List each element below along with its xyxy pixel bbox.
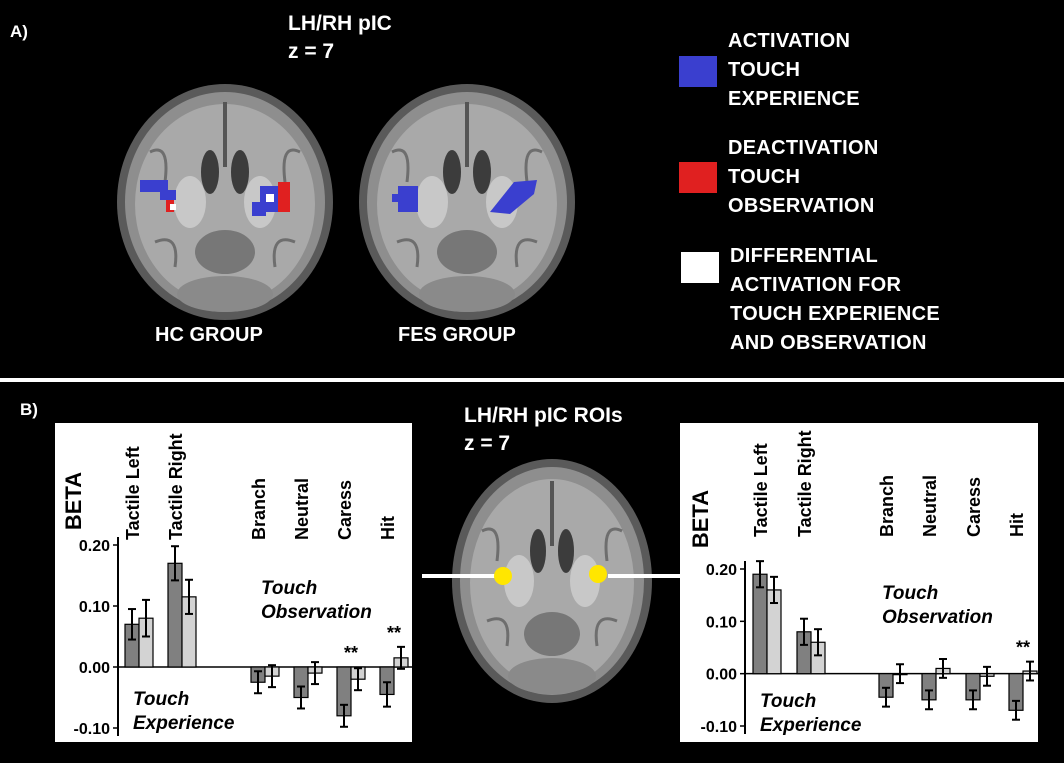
legend-deactivation: DEACTIVATION TOUCH OBSERVATION — [728, 137, 879, 217]
y-tick-label: 0.20 — [79, 538, 110, 555]
legend-swatch-deactivation — [679, 162, 717, 193]
category-label: Branch — [877, 475, 897, 537]
chart-annotation: Touch — [882, 583, 938, 604]
significance-marker: ** — [344, 643, 358, 663]
category-label: Tactile Right — [166, 433, 186, 540]
bar — [752, 573, 768, 675]
category-label: Tactile Left — [123, 446, 143, 540]
category-label: Neutral — [292, 478, 312, 540]
brain-slice-roi — [452, 459, 652, 703]
chart-annotation: Touch — [261, 578, 317, 599]
category-label: Branch — [249, 478, 269, 540]
category-label: Caress — [335, 480, 355, 540]
chart-annotation: Experience — [760, 715, 862, 736]
y-tick-label: 0.00 — [79, 660, 110, 677]
brain-slice-fes — [359, 84, 575, 320]
fes-group-label: FES GROUP — [398, 324, 516, 346]
chart-annotation: Touch — [760, 691, 816, 712]
chart-annotation: Touch — [133, 689, 189, 710]
y-tick-label: -0.10 — [74, 721, 111, 738]
y-tick-label: 0.10 — [79, 599, 110, 616]
legend-activation: ACTIVATION TOUCH EXPERIENCE — [728, 30, 860, 110]
category-label: Neutral — [920, 475, 940, 537]
brain-slice-hc — [117, 84, 333, 320]
panel-b-title: LH/RH pIC ROIs z = 7 — [464, 402, 623, 458]
y-axis-label: BETA — [61, 472, 86, 530]
legend-differential: DIFFERENTIAL ACTIVATION FOR TOUCH EXPERI… — [730, 245, 941, 354]
chart-annotation: Experience — [133, 713, 235, 734]
chart-left: BETA 0.20 0.10 0.00 -0.10 Tactile Left Tactile… — [55, 423, 412, 742]
category-label: Tactile Right — [795, 430, 815, 537]
roi-connectors — [422, 565, 680, 585]
significance-marker: ** — [1016, 638, 1030, 658]
chart-right: BETA 0.20 0.10 0.00 -0.10 Tactile Left Tactile… — [680, 423, 1038, 742]
y-tick-label: 0.00 — [706, 667, 737, 684]
panel-divider — [0, 378, 1064, 382]
panel-b-title-line1: LH/RH pIC ROIs — [464, 404, 623, 427]
y-axis-label: BETA — [688, 490, 713, 548]
hc-group-label: HC GROUP — [155, 324, 263, 346]
y-tick-label: 0.10 — [706, 614, 737, 631]
category-label: Hit — [1007, 513, 1027, 537]
category-label: Tactile Left — [751, 443, 771, 537]
legend-swatch-activation — [679, 56, 717, 87]
significance-marker: ** — [387, 623, 401, 643]
panel-b-title-line2: z = 7 — [464, 432, 511, 455]
chart-annotation: Observation — [261, 602, 372, 623]
roi-left-dot — [494, 567, 512, 585]
panel-a-title-line1: LH/RH pIC — [288, 12, 392, 35]
y-tick-label: 0.20 — [706, 562, 737, 579]
panel-a-title: LH/RH pIC z = 7 — [288, 10, 392, 66]
roi-right-dot — [589, 565, 607, 583]
panel-a-title-line2: z = 7 — [288, 40, 335, 63]
panel-b-letter: B) — [20, 400, 38, 419]
category-label: Hit — [378, 516, 398, 540]
legend-swatch-differential — [681, 252, 719, 283]
panel-a-letter: A) — [10, 22, 28, 41]
chart-annotation: Observation — [882, 607, 993, 628]
y-tick-label: -0.10 — [701, 719, 738, 736]
category-label: Caress — [964, 477, 984, 537]
